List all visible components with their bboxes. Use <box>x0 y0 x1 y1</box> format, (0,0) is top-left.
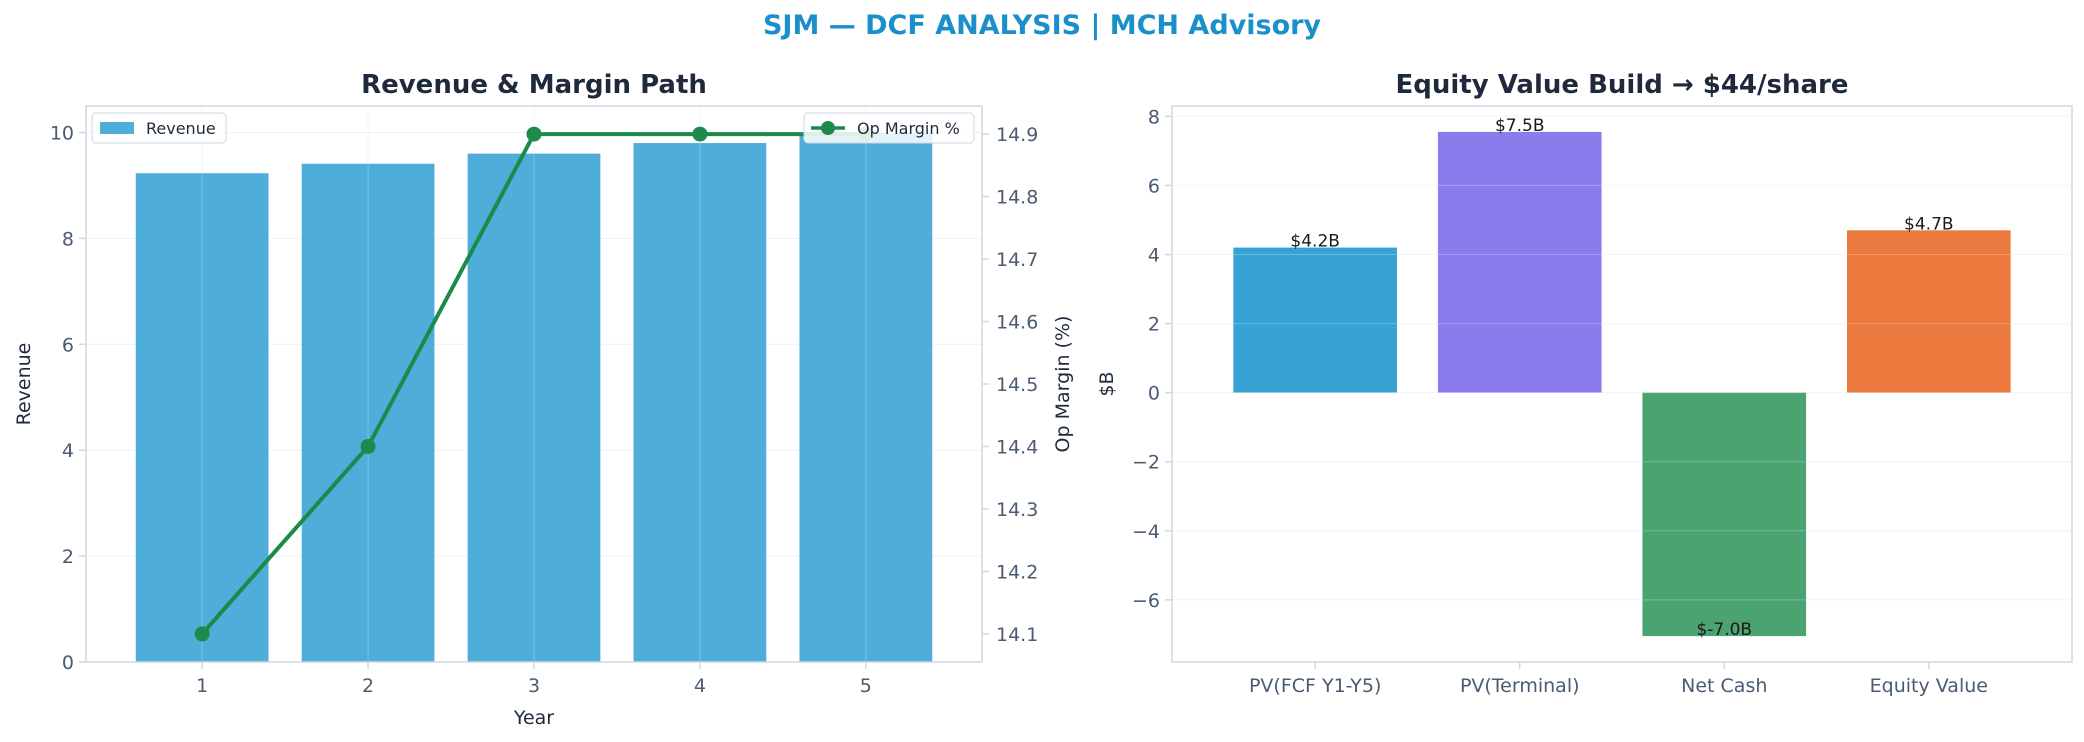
op-margin-y-axis-label: Op Margin (%) <box>1052 316 1074 453</box>
equity-plot-frame <box>1171 105 2073 663</box>
equity-y-tick-label: 6 <box>1148 175 1160 197</box>
op-margin-legend-marker <box>821 121 835 135</box>
equity-value-chart: Equity Value Build → $44/share −6 −4 −2 0 2 4… <box>1096 70 2073 697</box>
revenue-x-axis-label: Year <box>513 707 554 729</box>
equity-data-labels: $4.2B $7.5B $-7.0B $4.7B <box>1290 116 1953 640</box>
equity-chart-axes <box>1171 105 2073 663</box>
op-margin-y-tick-label: 14.2 <box>996 561 1038 583</box>
revenue-y-tick-label: 0 <box>62 652 74 674</box>
revenue-bar <box>467 153 601 662</box>
revenue-y-tick-label: 4 <box>62 440 74 462</box>
revenue-bar <box>633 143 767 663</box>
op-margin-point <box>360 438 376 454</box>
equity-data-label: $4.2B <box>1290 232 1340 252</box>
revenue-bar <box>799 133 933 662</box>
revenue-y-tick-label: 6 <box>62 334 74 356</box>
revenue-margin-chart: Revenue & Margin Path 0 2 4 6 8 10 14.1 14.2 14.… <box>13 70 1074 729</box>
revenue-bar <box>135 173 269 663</box>
equity-y-tick-label: 8 <box>1148 106 1160 128</box>
equity-chart-grid <box>1172 115 2072 601</box>
revenue-legend-label: Revenue <box>146 119 216 138</box>
revenue-bars <box>135 106 933 663</box>
net-cash-bar <box>1642 392 1807 637</box>
revenue-y-tick-label: 10 <box>50 122 74 144</box>
equity-value-bar <box>1847 230 2011 393</box>
equity-x-tick-label: PV(Terminal) <box>1460 675 1580 697</box>
op-margin-y-tick-label: 14.7 <box>996 249 1038 271</box>
revenue-y-tick-label: 8 <box>62 228 74 250</box>
year-x-tick-label: 1 <box>196 675 208 697</box>
revenue-y-tick-label: 2 <box>62 546 74 568</box>
equity-y-tick-label: 2 <box>1148 314 1160 336</box>
equity-bars <box>1172 115 2072 637</box>
equity-x-tick-label: Equity Value <box>1870 675 1988 697</box>
op-margin-legend-box <box>803 112 975 144</box>
year-x-tick-label: 5 <box>860 675 872 697</box>
equity-x-tick-label: Net Cash <box>1681 675 1767 697</box>
revenue-legend-box <box>91 112 227 144</box>
op-margin-point <box>526 126 542 142</box>
equity-chart-ticks: −6 −4 −2 0 2 4 6 8 PV(FCF Y1-Y5) PV(Terminal) Net … <box>1132 106 1988 697</box>
equity-y-tick-label: −2 <box>1132 452 1160 474</box>
revenue-bar <box>301 163 435 663</box>
op-margin-legend-label: Op Margin % <box>857 119 960 138</box>
equity-chart-title: Equity Value Build → $44/share <box>1396 70 1849 100</box>
equity-data-label: $-7.0B <box>1696 620 1752 640</box>
equity-y-tick-label: 4 <box>1148 244 1160 266</box>
revenue-chart-ticks: 0 2 4 6 8 10 14.1 14.2 14.3 14.4 14.5 14.6 14.7 14.8 1… <box>50 122 1039 697</box>
op-margin-y-tick-label: 14.4 <box>996 436 1038 458</box>
op-margin-legend: Op Margin % <box>803 112 975 144</box>
equity-y-tick-label: −6 <box>1132 590 1160 612</box>
equity-data-label: $4.7B <box>1904 214 1954 234</box>
op-margin-point <box>692 126 708 142</box>
op-margin-y-tick-label: 14.8 <box>996 187 1038 209</box>
equity-y-tick-label: −4 <box>1132 521 1160 543</box>
pv-fcf-bar <box>1233 247 1397 393</box>
op-margin-y-tick-label: 14.9 <box>996 124 1038 146</box>
year-x-tick-label: 4 <box>694 675 706 697</box>
op-margin-y-tick-label: 14.5 <box>996 374 1038 396</box>
op-margin-y-tick-label: 14.3 <box>996 499 1038 521</box>
revenue-chart-title: Revenue & Margin Path <box>361 70 707 100</box>
year-x-tick-label: 3 <box>528 675 540 697</box>
equity-y-axis-label: $B <box>1096 371 1118 396</box>
revenue-y-axis-label: Revenue <box>13 343 35 426</box>
equity-x-tick-label: PV(FCF Y1-Y5) <box>1249 675 1381 697</box>
revenue-legend: Revenue <box>91 112 227 144</box>
figure-title: SJM — DCF ANALYSIS | MCH Advisory <box>763 10 1321 41</box>
pv-terminal-bar <box>1437 131 1602 393</box>
op-margin-point <box>194 626 210 642</box>
revenue-legend-swatch <box>100 122 134 134</box>
op-margin-y-tick-label: 14.1 <box>996 624 1038 646</box>
year-x-tick-label: 2 <box>362 675 374 697</box>
op-margin-y-tick-label: 14.6 <box>996 312 1038 334</box>
equity-data-label: $7.5B <box>1495 116 1545 136</box>
equity-y-tick-label: 0 <box>1148 383 1160 405</box>
